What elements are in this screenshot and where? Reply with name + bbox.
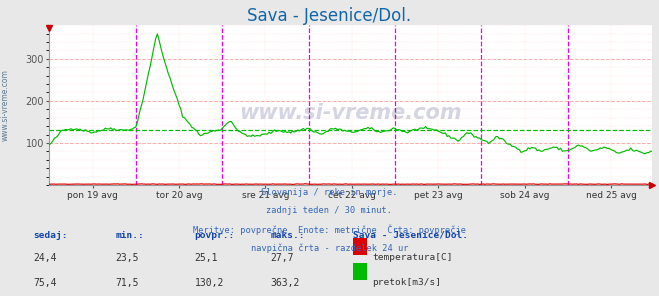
Text: temperatura[C]: temperatura[C]: [372, 253, 453, 262]
Text: 23,5: 23,5: [115, 253, 139, 263]
Text: www.si-vreme.com: www.si-vreme.com: [1, 69, 10, 141]
Text: min.:: min.:: [115, 231, 144, 240]
Text: Meritve: povprečne  Enote: metrične  Črta: povprečje: Meritve: povprečne Enote: metrične Črta:…: [193, 225, 466, 235]
Text: www.si-vreme.com: www.si-vreme.com: [240, 103, 462, 123]
Text: 25,1: 25,1: [194, 253, 218, 263]
Text: maks.:: maks.:: [270, 231, 304, 240]
Text: 130,2: 130,2: [194, 278, 224, 288]
Text: 71,5: 71,5: [115, 278, 139, 288]
Text: povpr.:: povpr.:: [194, 231, 235, 240]
Text: sedaj:: sedaj:: [33, 231, 67, 240]
Text: Sava - Jesenice/Dol.: Sava - Jesenice/Dol.: [247, 7, 412, 25]
Text: 363,2: 363,2: [270, 278, 300, 288]
Text: 75,4: 75,4: [33, 278, 57, 288]
Text: pretok[m3/s]: pretok[m3/s]: [372, 278, 442, 287]
Text: zadnji teden / 30 minut.: zadnji teden / 30 minut.: [266, 206, 393, 215]
Text: 24,4: 24,4: [33, 253, 57, 263]
Text: Sava - Jesenice/Dol.: Sava - Jesenice/Dol.: [353, 231, 468, 240]
Text: navpična črta - razdelek 24 ur: navpična črta - razdelek 24 ur: [251, 243, 408, 252]
Text: 27,7: 27,7: [270, 253, 294, 263]
Text: Slovenija / reke in morje.: Slovenija / reke in morje.: [261, 188, 398, 197]
